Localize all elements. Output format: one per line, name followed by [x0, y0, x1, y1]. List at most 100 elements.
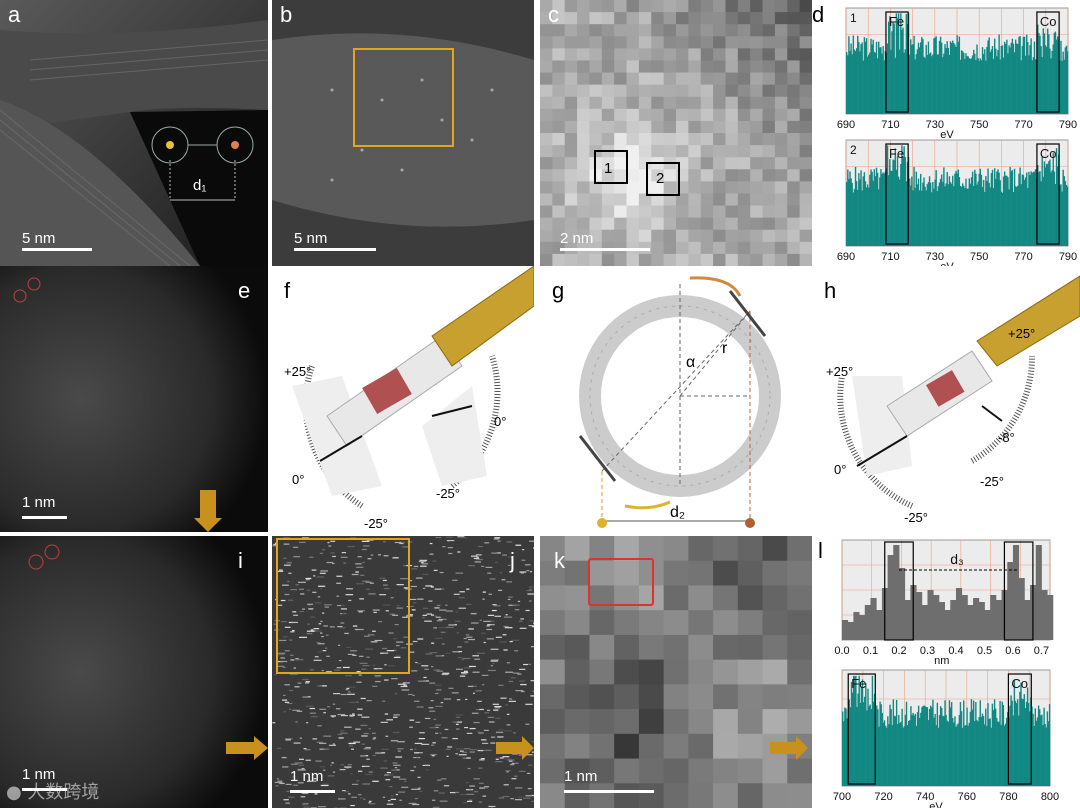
image-pixel: [762, 145, 776, 158]
image-pixel: [663, 684, 689, 710]
image-texture: [348, 691, 351, 693]
spectrum-bar: [990, 727, 992, 786]
image-pixel: [601, 60, 615, 74]
image-pixel: [774, 229, 788, 243]
x-tick-label: 0.5: [977, 645, 992, 657]
image-texture: [438, 618, 443, 621]
image-texture: [435, 637, 443, 639]
image-texture: [348, 599, 352, 602]
image-pixel: [737, 659, 764, 685]
image-pixel: [762, 684, 788, 710]
image-texture: [435, 705, 443, 707]
image-pixel: [787, 585, 812, 611]
image-texture: [372, 609, 380, 611]
image-pixel: [552, 60, 566, 74]
image-texture: [512, 753, 519, 755]
image-texture: [322, 612, 325, 614]
image-texture: [429, 682, 436, 684]
spectrum-bar: [1010, 695, 1012, 786]
spectrum-bar: [851, 692, 854, 786]
image-pixel: [750, 157, 764, 170]
image-texture: [285, 738, 293, 740]
spectrum-bar: [851, 54, 853, 114]
spectrum-bar: [982, 715, 985, 786]
image-pixel: [750, 0, 764, 13]
image-pixel: [564, 205, 578, 219]
spectrum-bar: [893, 160, 895, 246]
image-texture: [394, 766, 398, 769]
image-texture: [319, 572, 326, 574]
image-texture: [508, 604, 517, 606]
image-pixel: [552, 133, 566, 146]
image-texture: [290, 763, 298, 765]
profile-bar: [1024, 600, 1031, 640]
spectrum-bar: [886, 727, 888, 786]
image-pixel: [651, 12, 665, 25]
image-texture: [458, 656, 463, 659]
image-texture: [446, 755, 449, 757]
spectrum-bar: [903, 146, 905, 246]
spectrum-bar: [985, 176, 987, 246]
image-pixel: [774, 241, 788, 255]
image-pixel: [540, 169, 553, 182]
image-texture: [417, 638, 424, 640]
image-pixel: [762, 169, 776, 182]
panel-j-image: j 1 nm: [272, 536, 534, 808]
image-texture: [395, 655, 401, 657]
image-texture: [452, 721, 458, 723]
image-pixel: [688, 12, 702, 25]
spectrum-bar: [974, 53, 976, 114]
spectrum-bar: [892, 159, 894, 246]
spectrum-bar: [860, 686, 863, 786]
image-texture: [408, 598, 417, 601]
spectrum-bar: [1029, 175, 1031, 246]
image-texture: [349, 714, 356, 716]
image-pixel: [638, 585, 665, 611]
spectrum-bar: [974, 721, 976, 786]
profile-bar: [887, 555, 894, 640]
spectrum-bar: [1000, 45, 1003, 114]
spectrum-bar: [1052, 152, 1054, 246]
image-texture: [503, 730, 512, 732]
spectrum-bar: [936, 54, 938, 114]
spectrum-bar: [971, 709, 974, 786]
image-pixel: [663, 120, 677, 134]
spectrum-bar: [1013, 168, 1016, 246]
image-pixel: [540, 229, 553, 243]
image-texture: [416, 706, 424, 708]
spectrum-bar: [1060, 184, 1062, 246]
spectrum-bar: [999, 59, 1001, 114]
image-pixel: [589, 217, 603, 231]
image-pixel: [626, 133, 640, 146]
scale-bar-j: [290, 790, 335, 793]
image-pixel: [564, 72, 578, 86]
angle-label: -25°: [980, 474, 1004, 489]
image-pixel: [663, 709, 689, 735]
image-texture: [353, 741, 361, 743]
image-pixel: [601, 108, 615, 122]
image-pixel: [799, 12, 812, 25]
spectrum-bar: [1044, 167, 1047, 246]
spectrum-bar: [956, 35, 958, 114]
image-texture: [411, 609, 416, 611]
image-pixel: [663, 241, 677, 255]
image-pixel: [713, 560, 739, 586]
spectrum-bar: [948, 54, 951, 114]
image-pixel: [713, 758, 739, 784]
image-texture: [472, 655, 480, 657]
image-texture: [336, 667, 342, 669]
image-texture: [342, 666, 350, 669]
image-texture: [491, 659, 499, 661]
spectrum-bar: [898, 714, 900, 786]
x-tick-label: 770: [1014, 119, 1032, 131]
image-texture: [468, 628, 474, 630]
image-pixel: [577, 157, 590, 170]
image-texture: [362, 664, 370, 667]
image-texture: [479, 759, 485, 761]
image-texture: [384, 664, 387, 666]
spectrum-bar: [1053, 171, 1056, 246]
spectrum-bar: [970, 177, 973, 246]
image-texture: [305, 705, 314, 707]
spectrum-bar: [954, 173, 956, 246]
spectrum-bar: [958, 36, 961, 114]
